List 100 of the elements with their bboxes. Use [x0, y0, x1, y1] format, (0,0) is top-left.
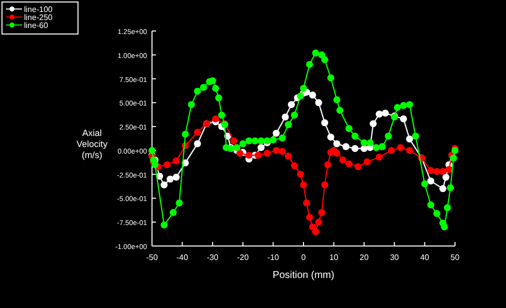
point [160, 181, 168, 188]
point [278, 148, 286, 155]
point [315, 218, 322, 226]
point [200, 84, 208, 91]
point [406, 135, 414, 142]
point [300, 181, 307, 188]
point [446, 184, 454, 192]
point [378, 143, 386, 150]
point [427, 167, 434, 174]
point [170, 209, 177, 216]
point [366, 139, 374, 146]
point [270, 136, 277, 144]
point [209, 77, 216, 84]
point [309, 223, 316, 230]
point [421, 180, 428, 188]
x-tick-label: 40 [420, 253, 430, 262]
point [303, 200, 310, 206]
point [412, 132, 420, 140]
point [296, 170, 304, 178]
point [372, 144, 380, 152]
point [376, 154, 383, 161]
point [254, 152, 262, 159]
point [306, 214, 314, 221]
point [233, 144, 240, 152]
point [236, 150, 244, 157]
x-tick-label: -30 [206, 253, 219, 262]
point [245, 137, 252, 144]
point [364, 158, 371, 166]
point [382, 110, 389, 117]
y-axis-title: Axial Velocity (m/s) [76, 128, 108, 160]
point [396, 144, 404, 152]
point [215, 94, 222, 102]
point [440, 223, 448, 230]
point [166, 176, 174, 183]
point [427, 178, 434, 185]
point [160, 221, 168, 228]
point [427, 201, 434, 208]
point [442, 174, 450, 181]
point [272, 130, 280, 137]
point [252, 137, 259, 144]
point [315, 99, 322, 106]
point [318, 209, 326, 216]
point [152, 161, 159, 168]
point [336, 106, 344, 114]
point [239, 140, 246, 148]
point [433, 210, 440, 218]
point [188, 101, 195, 108]
point [194, 88, 201, 95]
point [406, 101, 414, 108]
x-tick-label: 0 [301, 253, 306, 262]
point [321, 56, 328, 64]
point [433, 168, 440, 175]
point [360, 139, 368, 146]
point [296, 92, 304, 100]
point [321, 181, 328, 188]
point [352, 145, 359, 152]
point [444, 204, 451, 212]
point [282, 114, 289, 120]
x-tick-label: -10 [267, 253, 280, 262]
point [370, 120, 377, 128]
point [278, 134, 286, 142]
point [290, 162, 298, 170]
point [321, 119, 328, 126]
point [312, 228, 320, 236]
point [172, 157, 180, 164]
point [333, 140, 340, 148]
point [148, 146, 156, 154]
point [212, 84, 220, 92]
point [406, 146, 414, 154]
point [284, 121, 292, 128]
x-tick-label: -40 [176, 253, 189, 262]
point [400, 115, 407, 122]
point [230, 137, 238, 144]
point [384, 132, 392, 140]
point [258, 137, 265, 144]
point [194, 140, 201, 148]
x-tick-label: 20 [360, 253, 370, 262]
point [212, 115, 220, 122]
point [394, 104, 401, 111]
point [176, 200, 183, 206]
legend-label: line-250 [24, 13, 54, 22]
point [245, 152, 252, 159]
point [439, 185, 446, 192]
point [272, 146, 280, 154]
x-tick-label: -20 [237, 253, 250, 262]
x-tick-label: 30 [390, 253, 400, 262]
point [324, 161, 332, 168]
point [376, 110, 383, 118]
point [218, 112, 226, 119]
x-tick-label: 50 [450, 253, 460, 262]
point [352, 132, 359, 140]
point [258, 144, 265, 152]
point [333, 150, 340, 157]
point [439, 168, 446, 175]
x-tick-label: 10 [329, 253, 339, 262]
x-axis-title: Position (mm) [272, 270, 334, 281]
point [345, 160, 352, 168]
x-tick-label: -50 [146, 253, 158, 262]
point [164, 161, 171, 168]
point [388, 146, 395, 154]
